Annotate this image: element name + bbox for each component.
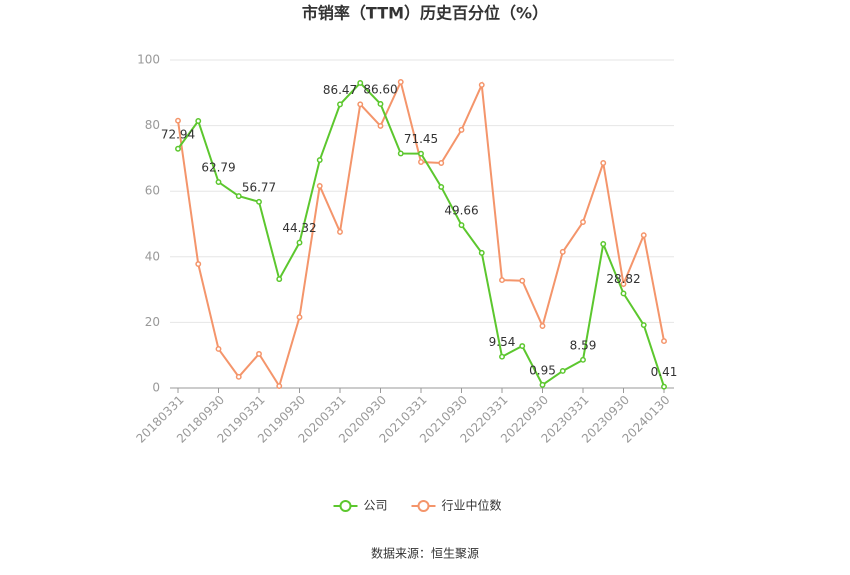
data-point <box>640 322 647 328</box>
data-point <box>195 118 202 124</box>
data-point <box>620 290 627 297</box>
data-point <box>499 277 505 284</box>
data-point <box>175 117 181 124</box>
data-point <box>418 150 424 157</box>
data-point <box>418 159 424 165</box>
data-point <box>316 183 323 189</box>
data-label: 72.94 <box>161 127 195 141</box>
data-point <box>235 373 242 380</box>
data-label: 44.32 <box>282 221 316 235</box>
data-point <box>519 277 526 284</box>
data-point <box>296 314 303 321</box>
data-point <box>296 239 303 246</box>
data-label: 28.82 <box>606 272 640 286</box>
y-tick-label: 80 <box>145 118 160 132</box>
y-tick-label: 40 <box>145 249 160 263</box>
y-tick-label: 100 <box>137 53 160 67</box>
data-point <box>235 193 242 200</box>
data-point <box>458 126 465 133</box>
data-point <box>640 232 647 239</box>
data-label: 86.47 <box>323 83 357 97</box>
legend-label: 行业中位数 <box>442 498 502 513</box>
data-point <box>256 198 262 205</box>
data-point <box>337 101 343 108</box>
data-label: 8.59 <box>570 338 597 352</box>
data-point <box>175 145 181 152</box>
data-point <box>478 81 485 88</box>
legend-label: 公司 <box>364 499 388 513</box>
chart-title: 市销率（TTM）历史百分位（%） <box>302 4 548 23</box>
data-point <box>600 241 607 247</box>
data-label: 62.79 <box>201 161 235 175</box>
data-point <box>316 157 323 163</box>
data-point <box>276 276 283 283</box>
data-point <box>539 381 546 388</box>
source-note: 数据来源：恒生聚源 <box>371 546 479 561</box>
data-point <box>215 346 222 352</box>
data-point <box>580 219 586 225</box>
data-point <box>215 179 222 185</box>
data-point <box>397 150 404 157</box>
data-point <box>357 80 364 86</box>
data-point <box>559 248 566 255</box>
data-point <box>337 228 343 235</box>
data-point <box>377 101 384 107</box>
data-point <box>377 122 384 129</box>
data-point <box>478 249 485 256</box>
data-label: 86.60 <box>363 82 397 96</box>
data-point <box>276 383 283 389</box>
data-point <box>256 350 262 357</box>
data-point <box>519 343 526 349</box>
y-tick-label: 20 <box>145 315 160 329</box>
data-point <box>580 356 586 363</box>
data-label: 0.95 <box>529 363 556 377</box>
legend-marker <box>417 500 430 512</box>
y-tick-label: 0 <box>152 381 160 395</box>
data-point <box>661 338 667 345</box>
data-label: 0.41 <box>651 365 678 379</box>
y-tick-label: 60 <box>145 184 160 198</box>
data-point <box>397 79 404 85</box>
legend-marker <box>339 500 352 512</box>
data-point <box>438 160 445 166</box>
data-point <box>195 261 202 267</box>
legend-item: 行业中位数 <box>411 498 502 513</box>
data-point <box>559 367 566 374</box>
data-point <box>661 383 667 390</box>
legend-item: 公司 <box>333 499 388 513</box>
data-point <box>357 101 364 108</box>
data-point <box>438 183 445 190</box>
data-label: 56.77 <box>242 180 276 194</box>
data-point <box>539 323 546 329</box>
data-label: 71.45 <box>404 132 438 146</box>
data-point <box>499 353 505 360</box>
data-label: 49.66 <box>444 204 478 218</box>
data-point <box>458 222 465 229</box>
data-point <box>620 281 627 287</box>
data-point <box>600 160 607 166</box>
data-label: 9.54 <box>489 335 516 349</box>
